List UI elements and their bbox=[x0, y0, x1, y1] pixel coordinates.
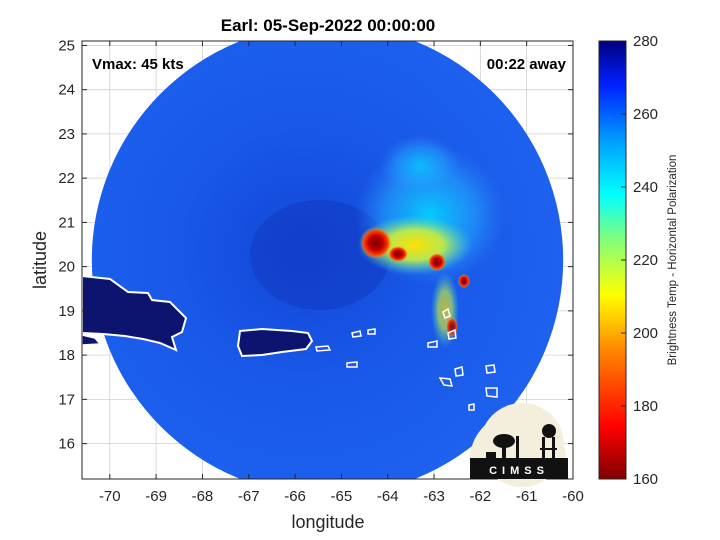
island-outline bbox=[485, 364, 496, 374]
colorbar-label: Brightness Temp - Horizontal Polarizatio… bbox=[667, 155, 679, 366]
x-tick-label: -64 bbox=[377, 488, 399, 505]
colorbar-tick-label: 160 bbox=[633, 471, 658, 488]
island-outline bbox=[485, 387, 498, 398]
y-tick-label: 20 bbox=[58, 259, 75, 276]
island-outline bbox=[454, 366, 464, 377]
colorbar-tick-label: 180 bbox=[633, 398, 658, 415]
colorbar-tick-label: 220 bbox=[633, 252, 658, 269]
x-tick-label: -63 bbox=[423, 488, 445, 505]
y-tick-label: 18 bbox=[58, 347, 75, 364]
cold-cloud-top-3 bbox=[428, 253, 446, 271]
colorbar-tick-label: 260 bbox=[633, 106, 658, 123]
x-tick-label: -60 bbox=[562, 488, 584, 505]
colorbar-ticks: 160 180 200 220 240 260 280 bbox=[621, 33, 658, 488]
x-tick-label: -67 bbox=[238, 488, 260, 505]
colorbar-tick-label: 240 bbox=[633, 179, 658, 196]
colorbar-tick-label: 200 bbox=[633, 325, 658, 342]
x-tick-label: -69 bbox=[145, 488, 167, 505]
cold-cloud-top-4 bbox=[458, 274, 470, 288]
puerto-rico-land bbox=[236, 327, 314, 358]
x-axis-label: longitude bbox=[291, 512, 364, 532]
island-outline bbox=[468, 403, 475, 411]
cloud-band-north bbox=[380, 135, 460, 195]
x-tick-label: -65 bbox=[331, 488, 353, 505]
y-tick-label: 24 bbox=[58, 82, 75, 99]
y-tick-label: 23 bbox=[58, 126, 75, 143]
island-outline bbox=[351, 330, 362, 338]
island-outline bbox=[367, 328, 376, 335]
cold-cloud-top-2 bbox=[388, 246, 408, 262]
cold-cloud-top-1 bbox=[360, 227, 392, 259]
y-tick-label: 19 bbox=[58, 303, 75, 320]
y-tick-label: 21 bbox=[58, 214, 75, 231]
x-tick-label: -61 bbox=[516, 488, 538, 505]
y-tick-label: 16 bbox=[58, 436, 75, 453]
island-outline bbox=[447, 328, 457, 340]
x-tick-label: -62 bbox=[470, 488, 492, 505]
colorbar-tick-label: 280 bbox=[633, 33, 658, 50]
y-axis-ticks: 16 17 18 19 20 21 22 23 24 25 bbox=[58, 37, 573, 453]
x-tick-label: -70 bbox=[99, 488, 121, 505]
x-tick-label: -66 bbox=[284, 488, 306, 505]
island-outline bbox=[346, 361, 358, 368]
x-axis-ticks: -70 -69 -68 -67 -66 -65 -64 -63 -62 -61 -60 bbox=[99, 41, 584, 505]
x-tick-label: -68 bbox=[192, 488, 214, 505]
storm-circulation bbox=[250, 200, 390, 310]
y-axis-label: latitude bbox=[30, 231, 50, 289]
cimss-logo: CIMSS bbox=[469, 403, 568, 487]
axes-frame bbox=[81, 40, 574, 480]
y-tick-label: 17 bbox=[58, 391, 75, 408]
vmax-label: Vmax: 45 kts bbox=[92, 56, 184, 73]
cimss-logo-text: CIMSS bbox=[489, 465, 549, 477]
island-outline bbox=[427, 340, 438, 348]
island-outline bbox=[442, 307, 451, 319]
island-outline bbox=[438, 377, 454, 387]
chart-title: Earl: 05-Sep-2022 00:00:00 bbox=[221, 16, 436, 35]
time-away-label: 00:22 away bbox=[487, 56, 567, 73]
y-tick-label: 22 bbox=[58, 170, 75, 187]
island-outline bbox=[315, 345, 332, 352]
hispaniola-land-west bbox=[82, 334, 102, 346]
y-tick-label: 25 bbox=[58, 37, 75, 54]
swath-image bbox=[82, 41, 564, 479]
hispaniola-land bbox=[82, 274, 188, 352]
